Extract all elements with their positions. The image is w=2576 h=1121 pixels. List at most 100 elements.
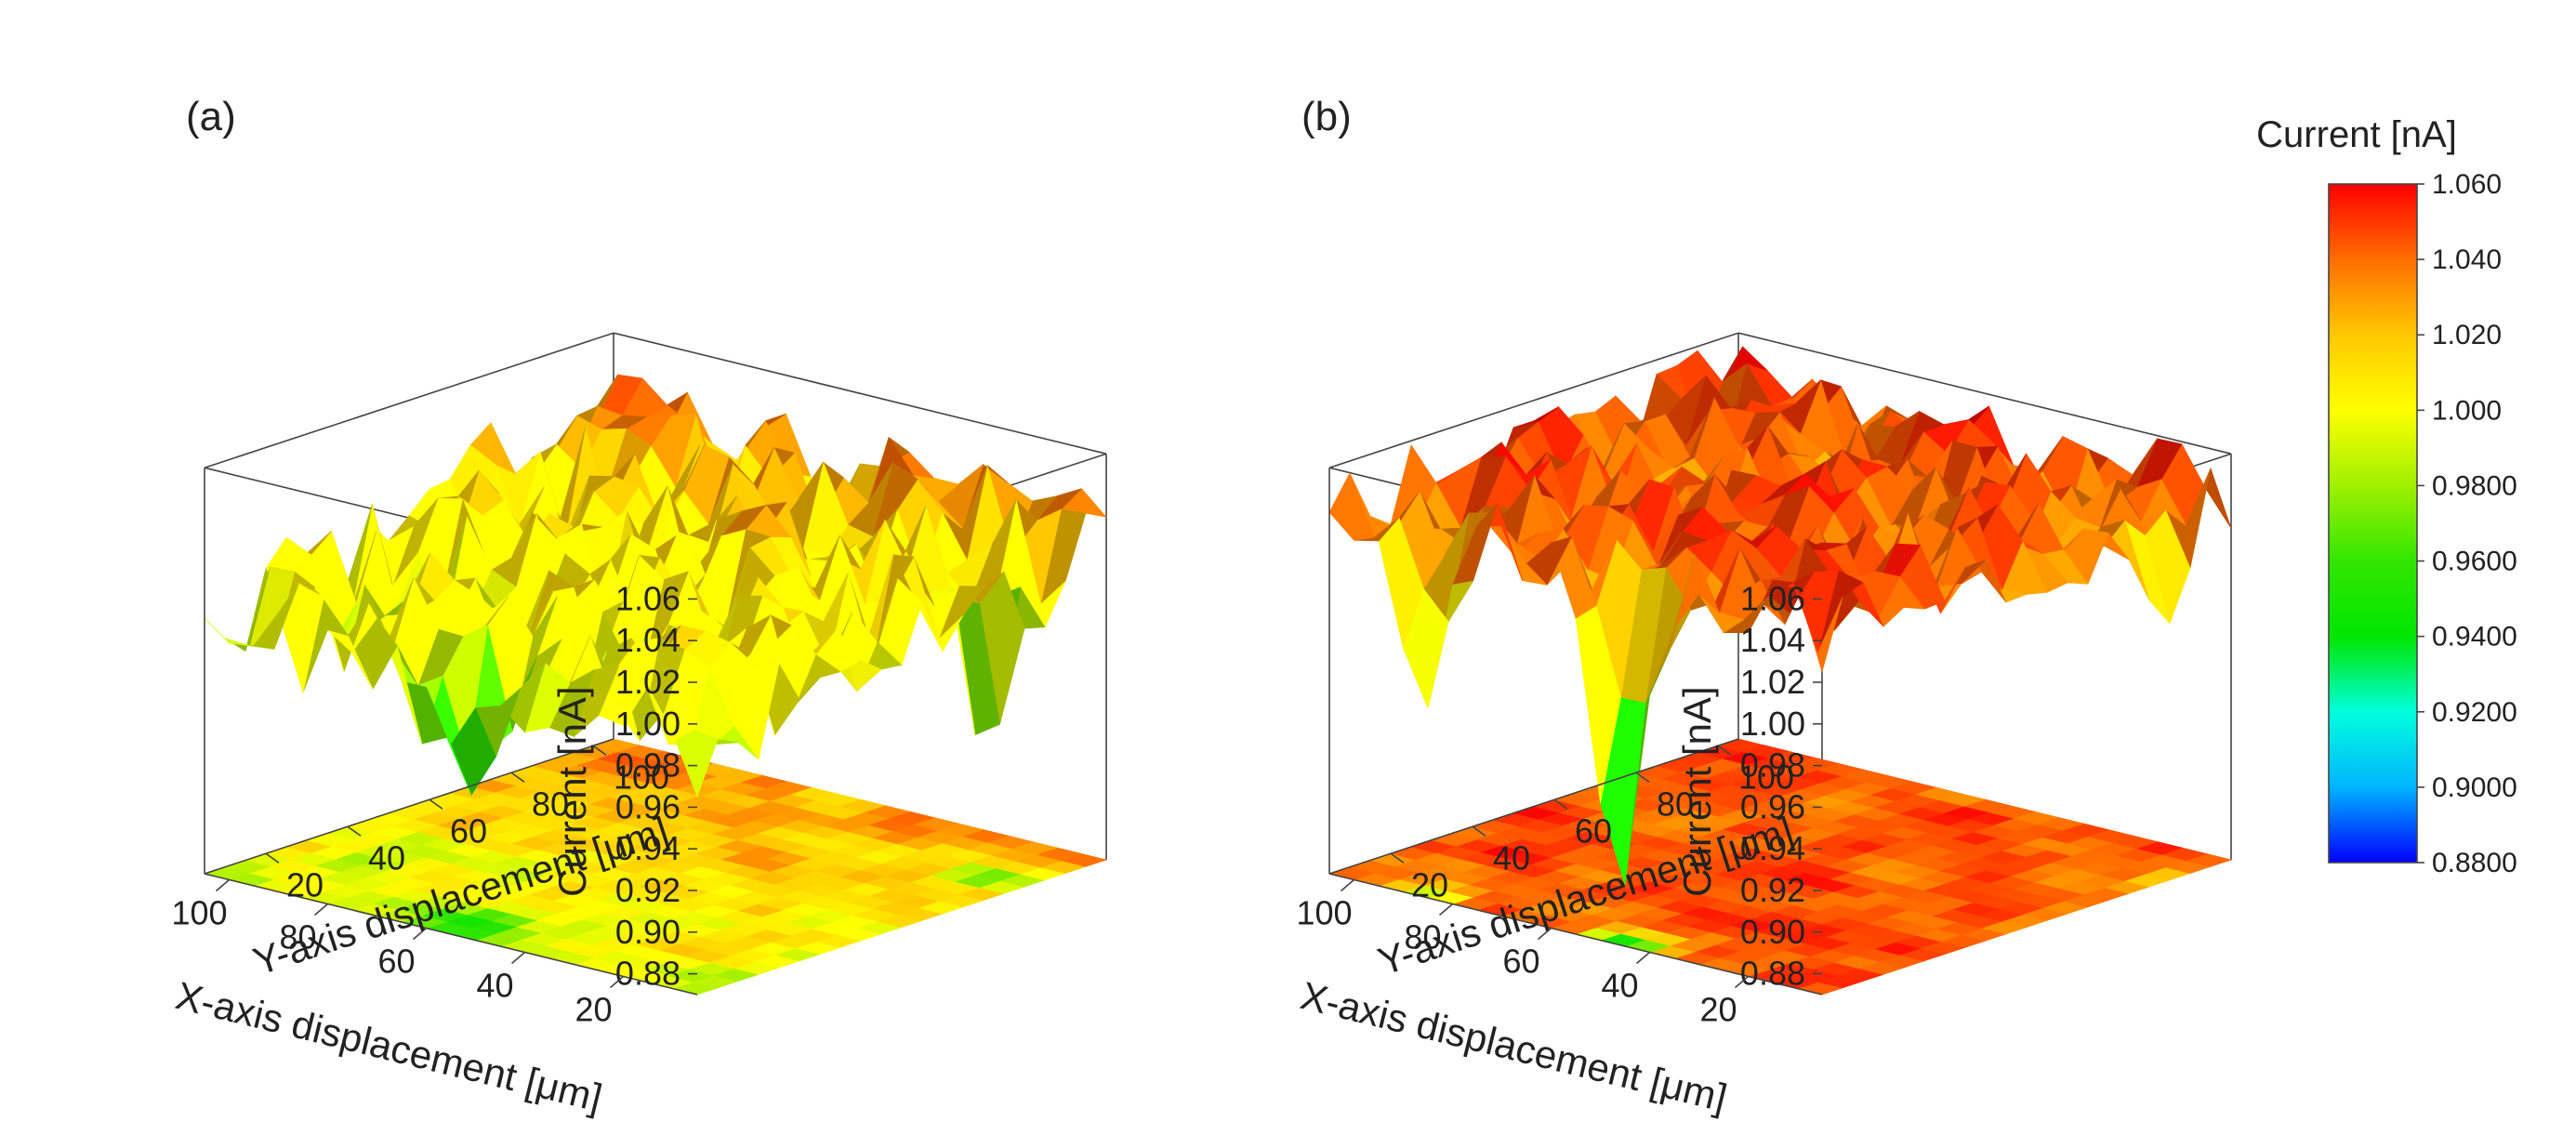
colorbar-label: 1.060 (2432, 169, 2502, 200)
floor-contour-map (1328, 738, 2233, 996)
z-tick-label: 0.94 (615, 829, 680, 867)
y-tick-label: 60 (1575, 811, 1612, 850)
x-tick-mark (215, 878, 231, 892)
z-tick-label: 1.04 (615, 621, 680, 659)
x-tick-label: 100 (1296, 894, 1352, 932)
x-tick-mark (1537, 927, 1552, 941)
x-tick-mark (510, 951, 526, 965)
box-edge (204, 332, 614, 468)
z-tick-label: 1.00 (1740, 705, 1805, 743)
colorbar-gradient (2328, 183, 2418, 864)
colorbar-label: 0.8800 (2432, 848, 2517, 878)
box-edge (613, 332, 1107, 455)
panel-a: 0.88 0.90 0.92 0.94 0.960.981.00 1.02 1.04 1.06… (171, 94, 1108, 1120)
surface-facet (1328, 472, 1375, 541)
z-tick-label: 0.96 (1740, 787, 1805, 825)
colorbar-label: 0.9800 (2432, 470, 2517, 501)
colorbar-label: 0.9400 (2432, 622, 2517, 653)
z-tick-label: 1.00 (615, 705, 680, 743)
y-tick-label: 20 (1411, 865, 1448, 903)
y-tick-mark (265, 852, 280, 864)
x-tick-mark (313, 903, 329, 917)
y-tick-label: 100 (1738, 758, 1794, 796)
x-tick-label: 40 (1601, 967, 1638, 1005)
y-tick-mark (592, 745, 607, 756)
y-tick-label: 60 (450, 811, 487, 850)
surface (204, 374, 1107, 798)
x-tick-mark (1438, 903, 1454, 917)
z-tick-label: 0.98 (1740, 746, 1805, 785)
box-edge (204, 873, 698, 996)
colorbar-label: 1.020 (2432, 320, 2502, 350)
colorbar-label: 0.9600 (2432, 547, 2517, 577)
box-edge (1737, 332, 2232, 455)
box-edge (1328, 873, 1823, 996)
panel-label: (a) (186, 94, 236, 139)
z-tick-label: 1.06 (615, 579, 680, 617)
x-tick-label: 20 (575, 991, 612, 1029)
z-tick-label: 1.04 (1740, 621, 1805, 659)
x-axis-title: X-axis displacement [μm] (172, 973, 607, 1120)
z-tick-label: 1.06 (1740, 579, 1805, 617)
bounding-box-front (1328, 468, 1823, 996)
box-edge (1328, 738, 1739, 875)
x-tick-mark (1734, 975, 1750, 989)
z-tick-label: 0.90 (1740, 913, 1805, 951)
x-tick-mark (412, 927, 428, 941)
bounding-box-front (204, 468, 698, 996)
z-tick-label: 0.94 (1740, 829, 1805, 867)
z-axis-title: Current [nA] (1675, 686, 1719, 896)
y-tick-mark (1390, 852, 1405, 864)
box-edge (1328, 332, 1739, 468)
colorbar-label: 0.9200 (2432, 697, 2517, 728)
colorbar-title: Current [nA] (2256, 114, 2457, 155)
y-tick-mark (429, 798, 443, 810)
x-tick-label: 40 (476, 967, 513, 1005)
y-tick-mark (347, 825, 362, 837)
y-tick-mark (1472, 825, 1486, 837)
y-tick-mark (1553, 798, 1568, 810)
z-axis: 0.88 0.90 0.92 0.94 0.960.981.00 1.02 1.04 1.06… (550, 579, 697, 993)
x-tick-mark (609, 975, 625, 989)
z-tick-label: 0.88 (615, 955, 680, 993)
z-tick-label: 1.02 (1740, 663, 1805, 701)
x-tick-label: 60 (1502, 943, 1539, 981)
box-edge (204, 738, 614, 875)
panel-b: 0.88 0.90 0.92 0.94 0.960.981.00 1.02 1.04 1.06… (1296, 94, 2233, 1120)
z-axis-title: Current [nA] (550, 686, 594, 896)
y-tick-mark (510, 772, 525, 783)
surface-facet (204, 617, 250, 646)
y-tick-label: 100 (614, 758, 669, 796)
z-tick-label: 1.02 (615, 663, 680, 701)
y-tick-mark (1717, 745, 1732, 756)
y-tick-label: 40 (368, 838, 405, 877)
x-tick-label: 100 (171, 894, 227, 932)
surface (1328, 346, 2232, 886)
z-tick-label: 0.92 (615, 871, 680, 909)
x-tick-label: 60 (377, 943, 415, 981)
x-tick-label: 80 (279, 918, 316, 956)
z-tick-label: 0.92 (1740, 871, 1805, 909)
z-tick-label: 0.88 (1740, 955, 1805, 993)
y-tick-mark (1635, 772, 1650, 783)
x-tick-label: 80 (1404, 918, 1441, 956)
z-tick-label: 0.96 (615, 787, 680, 825)
x-tick-mark (1635, 951, 1651, 965)
colorbar: Current [nA] 1.060 1.040 1.020 1.000 0.9800 0.… (2256, 114, 2517, 878)
y-tick-label: 80 (532, 785, 569, 823)
z-axis: 0.88 0.90 0.92 0.94 0.960.981.00 1.02 1.04 1.06… (1675, 579, 1822, 993)
x-tick-label: 20 (1699, 991, 1737, 1029)
z-tick-label: 0.98 (615, 746, 680, 785)
colorbar-label: 0.9000 (2432, 772, 2517, 803)
colorbar-label: 1.000 (2432, 395, 2502, 426)
y-tick-label: 20 (286, 865, 324, 903)
y-tick-label: 80 (1657, 785, 1694, 823)
colorbar-label: 1.040 (2432, 244, 2502, 275)
z-tick-label: 0.90 (615, 913, 680, 951)
panel-label: (b) (1301, 94, 1352, 139)
x-axis-title: X-axis displacement [μm] (1297, 973, 1732, 1120)
x-tick-mark (1340, 878, 1355, 892)
y-tick-label: 40 (1493, 838, 1530, 877)
floor-contour-map (203, 738, 1108, 996)
